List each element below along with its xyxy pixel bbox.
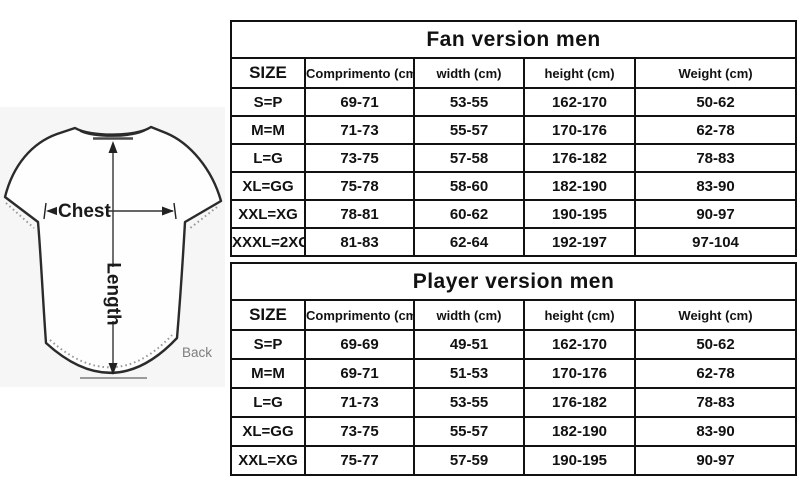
value-cell: 75-77 [304,445,415,476]
size-cell: S=P [230,329,306,360]
length-arrowhead-up [108,141,118,153]
size-cell: XXL=XG [230,445,306,476]
table-row: XXXL=2XG 81-83 62-64 192-197 97-104 [230,227,798,257]
value-cell: 182-190 [523,171,636,201]
value-cell: 83-90 [633,416,798,447]
value-cell: 176-182 [523,387,636,418]
chest-arrowhead-left [46,206,58,216]
fan-col-header-comprimento: Comprimento (cm) [304,57,415,89]
value-cell: 62-64 [413,227,525,257]
length-arrowhead-down [108,363,118,375]
chest-label: Chest [58,201,111,222]
table-row: L=G 73-75 57-58 176-182 78-83 [230,143,798,173]
value-cell: 78-83 [633,143,798,173]
table-row: S=P 69-71 53-55 162-170 50-62 [230,87,798,117]
value-cell: 162-170 [523,87,636,117]
player-col-header-width: width (cm) [413,299,525,331]
fan-col-header-height: height (cm) [523,57,636,89]
value-cell: 62-78 [633,358,798,389]
value-cell: 51-53 [413,358,525,389]
fan-col-header-weight: Weight (cm) [633,57,798,89]
fan-table-title: Fan version men [229,20,798,59]
value-cell: 83-90 [633,171,798,201]
value-cell: 60-62 [413,199,525,229]
value-cell: 55-57 [413,115,525,145]
value-cell: 78-83 [633,387,798,418]
value-cell: 182-190 [523,416,636,447]
left-cuff-stitching [5,202,35,229]
value-cell: 53-55 [413,387,525,418]
value-cell: 69-69 [304,329,415,360]
chest-right-tick [173,202,177,220]
fan-col-header-size: SIZE [230,57,306,89]
chest-left-tick [43,202,47,220]
value-cell: 53-55 [413,87,525,117]
value-cell: 81-83 [304,227,415,257]
value-cell: 50-62 [633,87,798,117]
value-cell: 49-51 [413,329,525,360]
size-cell: XL=GG [230,416,306,447]
value-cell: 170-176 [523,358,636,389]
value-cell: 55-57 [413,416,525,447]
chest-label-backdrop [57,201,107,220]
size-cell: L=G [230,143,306,173]
player-col-header-height: height (cm) [523,299,636,331]
player-version-table: Player version men SIZE Comprimento (cm)… [229,262,798,476]
table-row: XL=GG 73-75 55-57 182-190 83-90 [230,416,798,447]
size-cell: M=M [230,358,306,389]
size-cell: L=G [230,387,306,418]
size-cell: S=P [230,87,306,117]
length-label: Length [103,262,124,325]
table-row: L=G 71-73 53-55 176-182 78-83 [230,387,798,418]
value-cell: 170-176 [523,115,636,145]
value-cell: 71-73 [304,387,415,418]
table-row: M=M 71-73 55-57 170-176 62-78 [230,115,798,145]
value-cell: 57-59 [413,445,525,476]
table-row: XXL=XG 78-81 60-62 190-195 90-97 [230,199,798,229]
table-row: M=M 69-71 51-53 170-176 62-78 [230,358,798,389]
value-cell: 50-62 [633,329,798,360]
size-cell: XXL=XG [230,199,306,229]
player-col-header-size: SIZE [230,299,306,331]
tshirt-diagram-panel: Chest Length Back [0,107,225,387]
size-cell: XXXL=2XG [230,227,306,257]
value-cell: 90-97 [633,199,798,229]
size-cell: M=M [230,115,306,145]
value-cell: 97-104 [633,227,798,257]
value-cell: 73-75 [304,143,415,173]
collar-band [79,129,147,137]
value-cell: 190-195 [523,445,636,476]
value-cell: 62-78 [633,115,798,145]
tshirt-back-diagram: Chest Length Back [3,125,223,379]
value-cell: 58-60 [413,171,525,201]
player-col-header-weight: Weight (cm) [633,299,798,331]
fan-col-header-width: width (cm) [413,57,525,89]
value-cell: 71-73 [304,115,415,145]
value-cell: 90-97 [633,445,798,476]
back-label: Back [182,345,212,360]
value-cell: 75-78 [304,171,415,201]
table-row: S=P 69-69 49-51 162-170 50-62 [230,329,798,360]
value-cell: 73-75 [304,416,415,447]
value-cell: 162-170 [523,329,636,360]
fan-version-table: Fan version men SIZE Comprimento (cm) wi… [229,20,798,257]
right-cuff-stitching [188,206,218,230]
value-cell: 78-81 [304,199,415,229]
value-cell: 176-182 [523,143,636,173]
value-cell: 69-71 [304,358,415,389]
value-cell: 190-195 [523,199,636,229]
chest-arrowhead-right [162,206,174,216]
player-table-title: Player version men [229,262,798,301]
table-row: XXL=XG 75-77 57-59 190-195 90-97 [230,445,798,476]
size-cell: XL=GG [230,171,306,201]
value-cell: 192-197 [523,227,636,257]
player-col-header-comprimento: Comprimento (cm) [304,299,415,331]
value-cell: 69-71 [304,87,415,117]
value-cell: 57-58 [413,143,525,173]
table-row: XL=GG 75-78 58-60 182-190 83-90 [230,171,798,201]
